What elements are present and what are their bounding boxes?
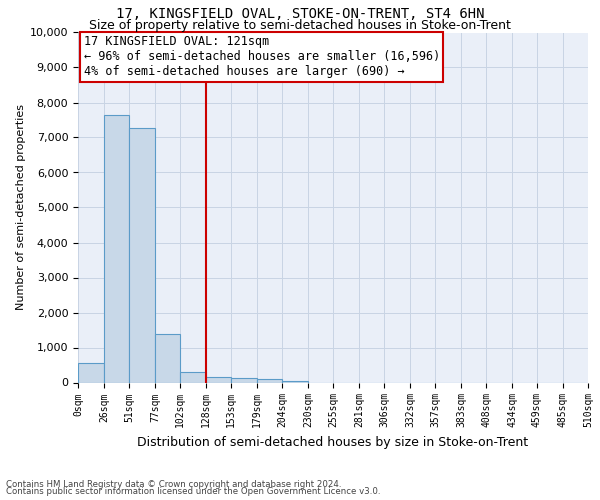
Bar bbox=[206, 376, 231, 382]
Bar bbox=[257, 379, 282, 382]
Text: Contains public sector information licensed under the Open Government Licence v3: Contains public sector information licen… bbox=[6, 488, 380, 496]
Bar bbox=[129, 128, 155, 382]
Bar bbox=[155, 334, 180, 382]
Text: Contains HM Land Registry data © Crown copyright and database right 2024.: Contains HM Land Registry data © Crown c… bbox=[6, 480, 341, 489]
X-axis label: Distribution of semi-detached houses by size in Stoke-on-Trent: Distribution of semi-detached houses by … bbox=[137, 436, 529, 449]
Bar bbox=[231, 378, 257, 382]
Bar bbox=[104, 115, 129, 382]
Text: 17, KINGSFIELD OVAL, STOKE-ON-TRENT, ST4 6HN: 17, KINGSFIELD OVAL, STOKE-ON-TRENT, ST4… bbox=[116, 8, 484, 22]
Bar bbox=[282, 380, 308, 382]
Text: Size of property relative to semi-detached houses in Stoke-on-Trent: Size of property relative to semi-detach… bbox=[89, 19, 511, 32]
Text: 17 KINGSFIELD OVAL: 121sqm
← 96% of semi-detached houses are smaller (16,596)
4%: 17 KINGSFIELD OVAL: 121sqm ← 96% of semi… bbox=[83, 36, 440, 78]
Y-axis label: Number of semi-detached properties: Number of semi-detached properties bbox=[16, 104, 26, 310]
Bar bbox=[78, 363, 104, 382]
Bar bbox=[180, 372, 206, 382]
